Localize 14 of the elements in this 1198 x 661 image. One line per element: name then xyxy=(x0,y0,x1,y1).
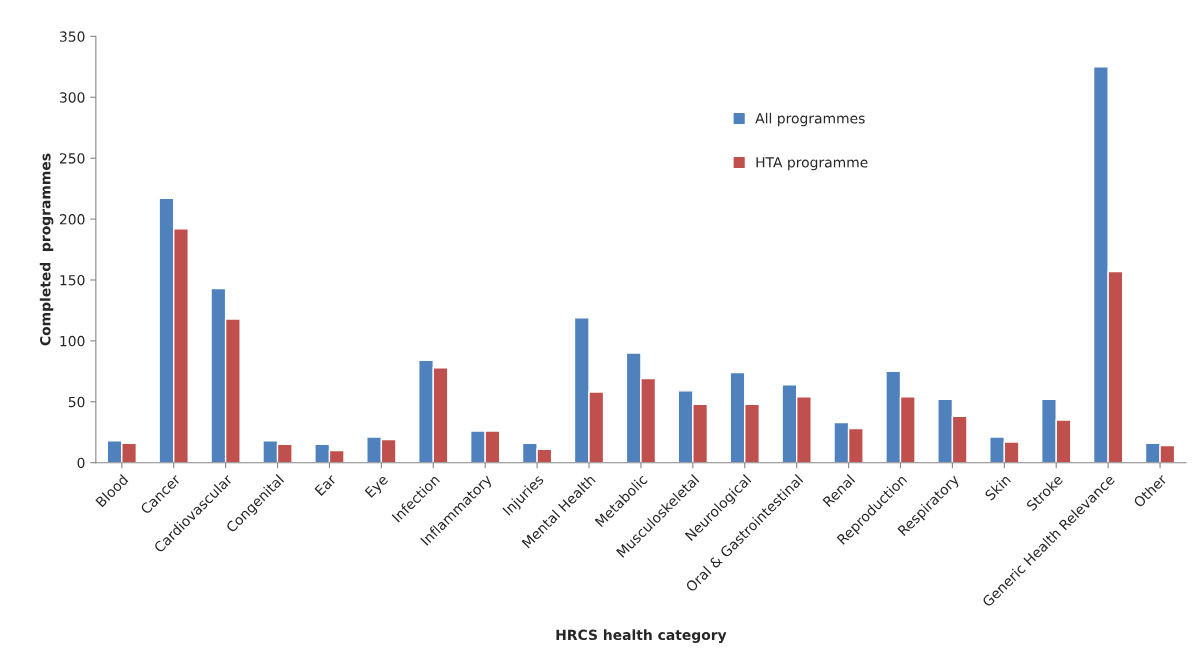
y-tick-label: 250 xyxy=(59,153,85,164)
y-axis-title: Completed programmes xyxy=(39,153,54,346)
legend-label: HTA programme xyxy=(756,157,868,171)
y-tick-label: 150 xyxy=(60,274,85,286)
y-tick-label: 200 xyxy=(59,214,85,225)
y-tick-label: 350 xyxy=(59,31,85,42)
y-tick-label: 100 xyxy=(60,335,85,347)
legend-label: All programmes xyxy=(755,112,865,127)
x-tick-label: Ear xyxy=(314,473,338,497)
x-tick-label: Eye xyxy=(364,473,391,500)
y-tick-label: 300 xyxy=(59,92,85,103)
y-tick-label: 50 xyxy=(68,396,85,408)
x-axis-title: HRCS health category xyxy=(556,629,727,643)
y-tick-label: 0 xyxy=(77,457,85,469)
